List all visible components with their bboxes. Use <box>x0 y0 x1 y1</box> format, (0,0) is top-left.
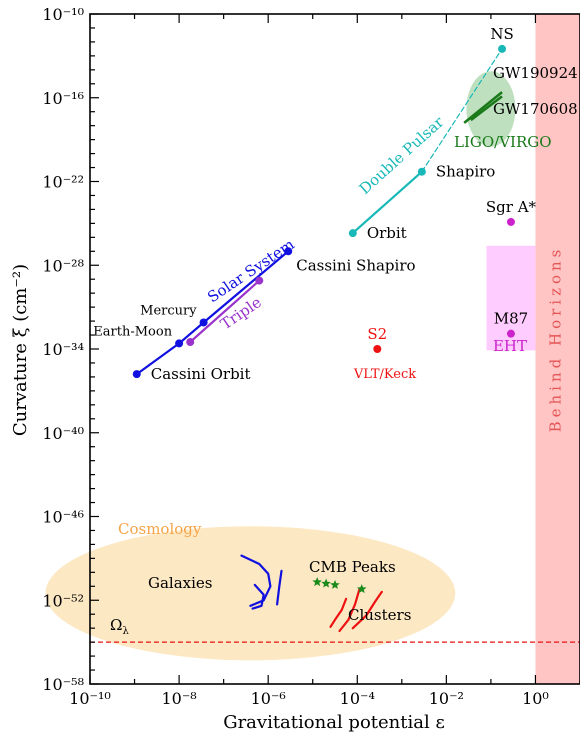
double-pulsar-point-1 <box>417 167 426 176</box>
y-tick-label: 10⁻¹⁶ <box>42 89 84 108</box>
behind-horizons-region <box>535 14 580 684</box>
y-tick-label: 10⁻³⁴ <box>42 340 84 359</box>
behind-horizons-label: Behind Horizons <box>546 246 564 433</box>
solar-system-line <box>135 250 290 376</box>
x-tick-label: 10⁻⁸ <box>161 689 196 708</box>
double-pulsar-dashed-line <box>421 48 503 173</box>
cmb-peaks-label: CMB Peaks <box>309 558 396 576</box>
point-label-sgr-a-: Sgr A* <box>486 198 537 216</box>
triple-point-1 <box>255 276 264 285</box>
y-axis-label: Curvature ξ (cm⁻²) <box>10 264 31 436</box>
point-label-shapiro: Shapiro <box>436 163 495 181</box>
solar-system-point-2 <box>199 318 208 327</box>
cmb-peak-marker-0 <box>312 577 322 587</box>
x-tick-label: 10⁻¹⁰ <box>69 689 111 708</box>
double-pulsar-line <box>351 170 423 235</box>
data-series <box>90 44 580 643</box>
cmb-peak-marker-3 <box>357 584 367 594</box>
double-pulsar-label: Double Pulsar <box>356 112 448 198</box>
y-tick-label: 10⁻¹⁰ <box>42 5 84 24</box>
solar-system-point-3 <box>284 247 293 256</box>
axes: 10⁻¹⁰ 10⁻⁸ 10⁻⁶ 10⁻⁴ 10⁻² 10⁰ 10⁻¹⁰ 10⁻¹⁶ 10⁻²² 1… <box>42 5 580 708</box>
point-label-m87: M87 <box>494 310 528 328</box>
y-tick-label: 10⁻²⁸ <box>42 256 84 275</box>
y-tick-label: 10⁻²² <box>42 173 84 192</box>
ligo-virgo-label: LIGO/VIRGO <box>454 133 552 151</box>
cmb-peak-marker-2 <box>330 579 340 589</box>
y-tick-label: 10⁻⁵⁸ <box>42 675 84 694</box>
cmb-peak-marker-1 <box>321 578 331 588</box>
gw190924-label: GW190924 <box>493 64 578 82</box>
galaxy-curve-1 <box>251 583 265 610</box>
eht-label: EHT <box>493 337 527 355</box>
gw170608-label: GW170608 <box>493 100 578 118</box>
eht-point-0 <box>506 217 515 226</box>
point-label-cassini-shapiro: Cassini Shapiro <box>296 256 415 274</box>
point-label-mercury: Mercury <box>140 303 197 318</box>
double-pulsar-point-0 <box>348 229 357 238</box>
cosmology-region <box>45 526 456 661</box>
x-tick-label: 10⁻⁶ <box>251 689 286 708</box>
clusters-label: Clusters <box>348 606 411 624</box>
galaxy-curve-2 <box>276 569 283 606</box>
vlt-keck-label: VLT/Keck <box>353 367 416 382</box>
solar-system-point-0 <box>132 370 141 379</box>
triple-line <box>189 279 261 344</box>
cluster-curve-0 <box>329 597 348 628</box>
x-tick-label: 10⁻² <box>429 689 464 708</box>
x-tick-label: 10⁰ <box>522 689 549 708</box>
y-tick-label: 10⁻⁴⁶ <box>42 508 84 527</box>
point-label-orbit: Orbit <box>367 224 407 242</box>
point-label-s2: S2 <box>367 325 387 343</box>
x-axis-label: Gravitational potential ε <box>223 712 445 733</box>
ligo-event-line-1 <box>470 95 503 122</box>
s2-point-0 <box>373 345 382 353</box>
cluster-curve-2 <box>351 590 383 630</box>
solar-system-point-1 <box>175 339 184 348</box>
double-pulsar-point-2 <box>498 44 507 53</box>
cosmology-label: Cosmology <box>118 520 202 538</box>
x-tick-label: 10⁻⁴ <box>340 689 375 708</box>
point-label-cassini-orbit: Cassini Orbit <box>151 365 251 383</box>
galaxies-label: Galaxies <box>148 574 213 592</box>
point-label-earth-moon: Earth-Moon <box>93 324 172 339</box>
eht-point-1 <box>506 329 515 338</box>
triple-point-0 <box>186 338 195 347</box>
y-tick-label: 10⁻⁵² <box>42 591 84 610</box>
ligo-event-line-0 <box>463 91 503 124</box>
point-label-ns: NS <box>490 25 513 43</box>
cluster-curve-1 <box>338 587 361 633</box>
ligo-region <box>466 71 516 147</box>
y-tick-label: 10⁻⁴⁰ <box>42 424 84 443</box>
